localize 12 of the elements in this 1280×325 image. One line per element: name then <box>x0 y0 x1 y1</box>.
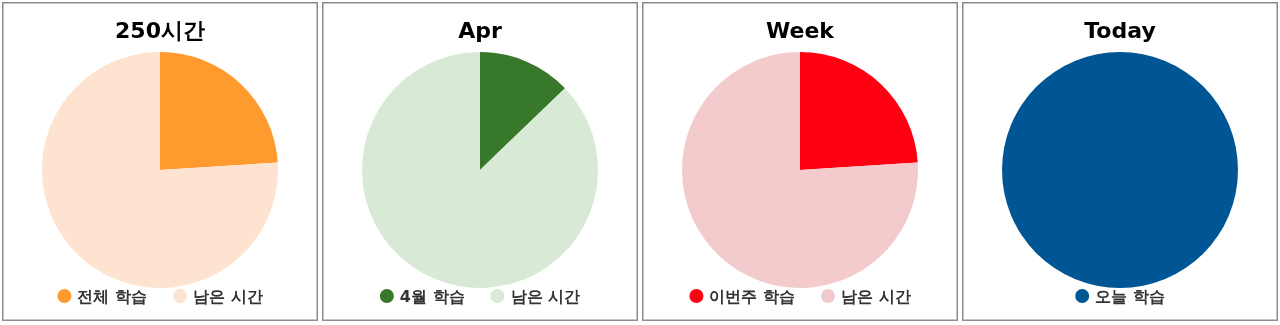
legend-label: 전체 학습 <box>77 287 147 306</box>
legend-label: 남은 시간 <box>510 287 581 306</box>
legend-label: 4월 학습 <box>399 287 465 306</box>
chart-title: Apr <box>458 18 502 43</box>
legend-label: 이번주 학습 <box>709 287 795 306</box>
chart-title: Week <box>766 18 836 43</box>
legend-label: 오늘 학습 <box>1095 287 1165 306</box>
legend-label: 남은 시간 <box>193 287 263 306</box>
legend-label: 남은 시간 <box>841 287 911 306</box>
legend: 오늘 학습 <box>1075 287 1165 306</box>
chart-title: 250시간 <box>115 18 205 43</box>
chart-title: Today <box>1084 18 1156 43</box>
